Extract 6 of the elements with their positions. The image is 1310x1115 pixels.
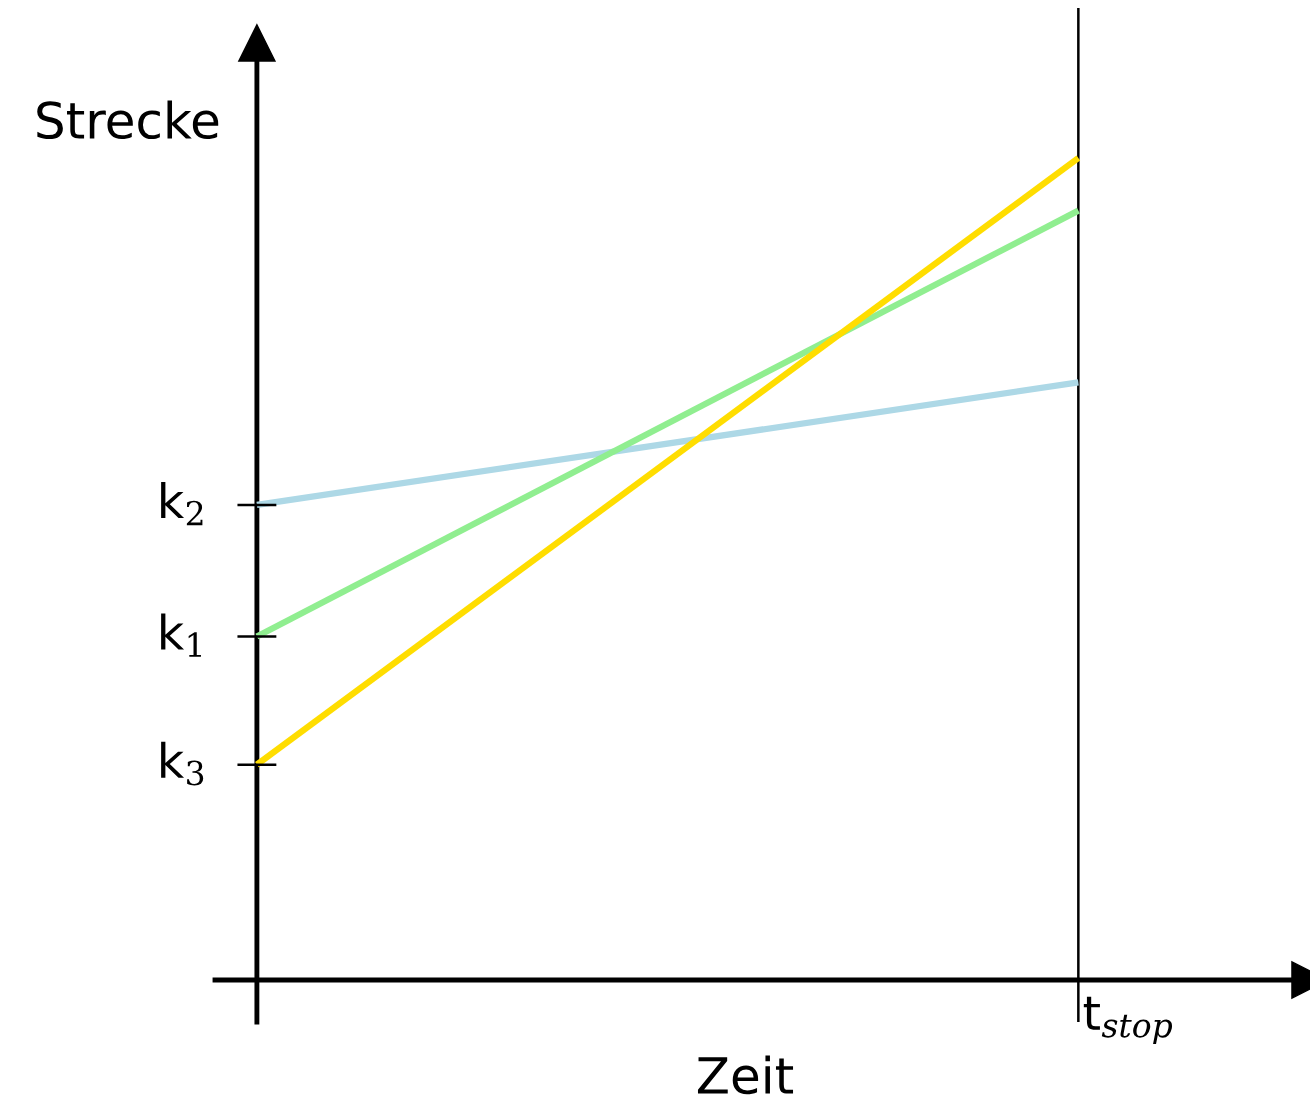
series-label: k$_{1}$ — [161, 613, 201, 657]
y-axis-title: Strecke — [37, 100, 219, 140]
text: t$_{stop}$ — [1083, 996, 1173, 1045]
series-label: k$_{3}$ — [161, 741, 204, 786]
x-axis-title: Zeit — [697, 1055, 794, 1095]
series-label: k$_{2}$ — [161, 482, 203, 526]
